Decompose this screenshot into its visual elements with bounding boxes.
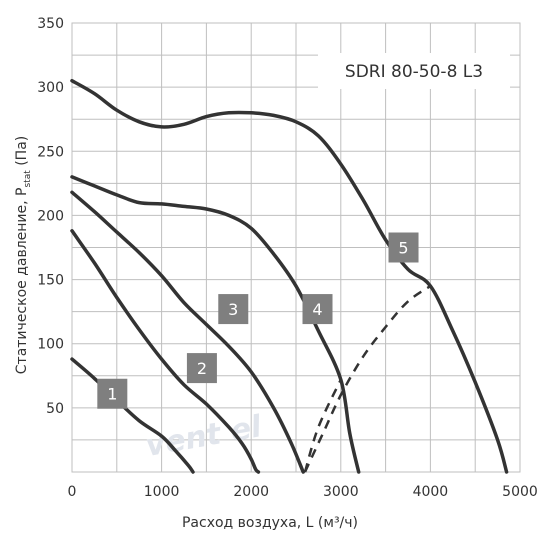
grid: [72, 23, 520, 472]
y-tick-label: 50: [46, 401, 64, 417]
fan-curve-1: [70, 357, 195, 474]
system-lines: [303, 284, 432, 473]
y-axis-label-main: Статическое давление, P: [14, 188, 30, 375]
curve-label-1: 1: [107, 385, 117, 404]
x-tick-label: 1000: [144, 484, 180, 500]
curve-label-5: 5: [398, 239, 408, 258]
x-tick-label: 4000: [413, 484, 449, 500]
y-tick-label: 350: [37, 16, 64, 32]
y-tick-label: 200: [37, 208, 64, 224]
curve-labels: 1 2 3 4 5: [97, 232, 419, 409]
curve-label-box-5: [388, 232, 419, 263]
plot-border: [71, 22, 521, 473]
fan-curve-5: [70, 78, 509, 474]
curve-label-4: 4: [312, 300, 322, 319]
y-axis-label: Статическое давление, Pstat (Па): [14, 136, 33, 374]
curve-label-box-1: [97, 378, 128, 409]
fan-curve-3: [70, 190, 305, 474]
chart-title: SDRI 80-50-8 L3: [345, 62, 483, 82]
system-line-1: [303, 284, 432, 473]
x-tick-label: 3000: [323, 484, 359, 500]
tick-labels: 0 1000 2000 3000 4000 50005010015020025030035…: [37, 16, 538, 500]
y-axis-label-sub: stat: [23, 170, 33, 188]
y-axis-label-unit: (Па): [14, 136, 30, 170]
title-box: [318, 53, 510, 89]
y-tick-label: 300: [37, 80, 64, 96]
curve-label-box-3: [218, 294, 249, 325]
curve-label-3: 3: [228, 300, 238, 319]
system-line-2: [303, 379, 342, 473]
fan-curve-4: [70, 175, 361, 474]
y-tick-label: 100: [37, 337, 64, 353]
x-tick-label: 0: [68, 484, 77, 500]
fan-curves: [70, 78, 509, 474]
x-axis-label: Расход воздуха, L (м³/ч): [182, 515, 358, 531]
curve-label-box-4: [302, 294, 333, 325]
plot-frame: [71, 22, 521, 473]
curve-label-box-2: [186, 353, 217, 384]
fan-curve-2: [70, 229, 261, 474]
x-tick-label: 2000: [233, 484, 269, 500]
curve-label-2: 2: [197, 359, 207, 378]
y-tick-label: 150: [37, 273, 64, 289]
x-tick-label: 5000: [502, 484, 538, 500]
y-tick-label: 250: [37, 144, 64, 160]
